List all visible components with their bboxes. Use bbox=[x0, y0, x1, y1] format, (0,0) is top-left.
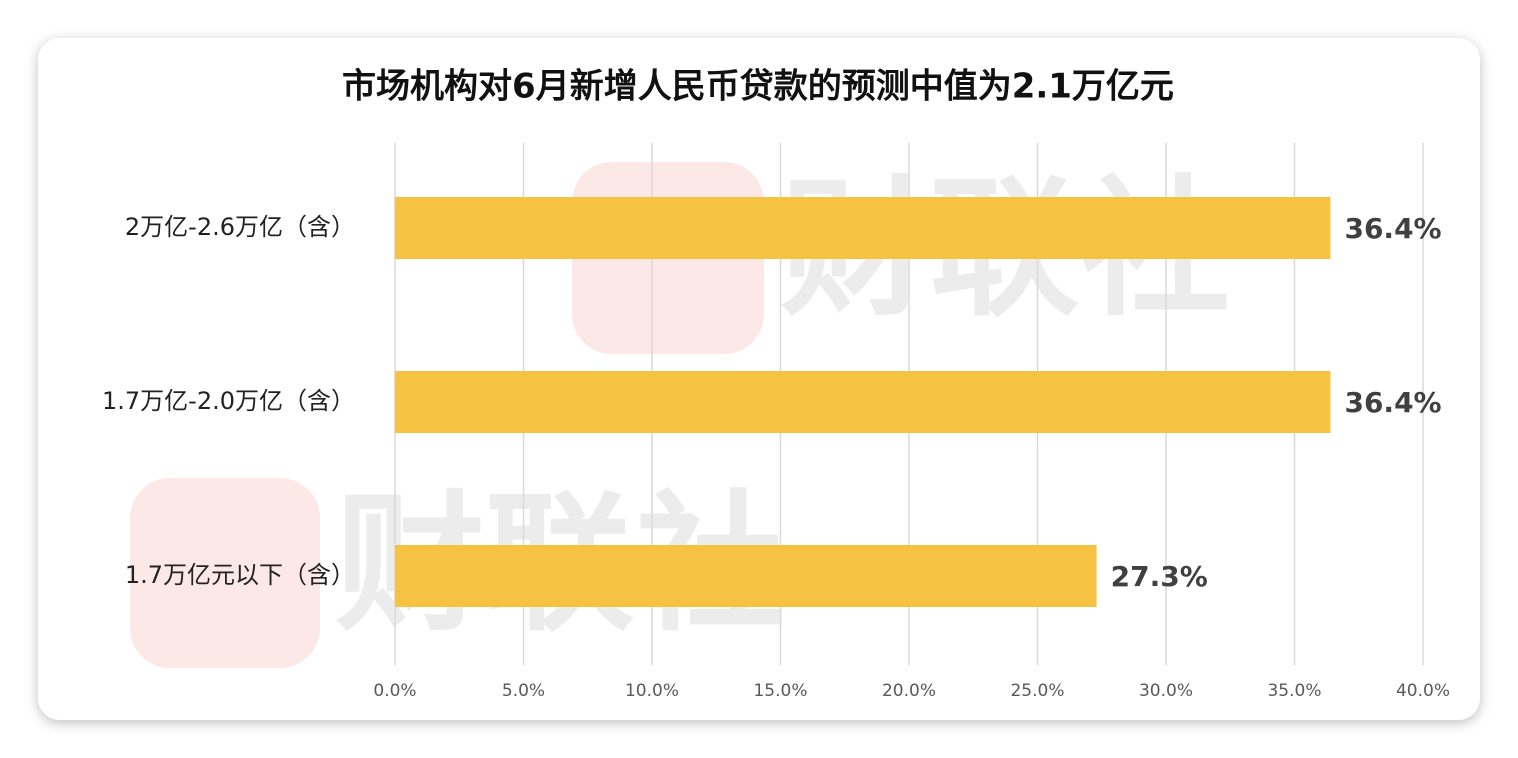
bar bbox=[395, 545, 1097, 607]
value-label: 36.4% bbox=[1344, 386, 1441, 419]
value-label: 27.3% bbox=[1111, 560, 1208, 593]
bar bbox=[395, 371, 1331, 433]
y-tick-label: 2万亿-2.6万亿（含） bbox=[125, 213, 355, 241]
x-tick-label: 40.0% bbox=[1396, 681, 1450, 701]
x-tick-label: 0.0% bbox=[373, 681, 416, 701]
x-tick-label: 35.0% bbox=[1267, 681, 1321, 701]
x-tick-label: 20.0% bbox=[882, 681, 936, 701]
x-tick-label: 30.0% bbox=[1139, 681, 1193, 701]
x-tick-label: 15.0% bbox=[753, 681, 807, 701]
x-tick-label: 10.0% bbox=[625, 681, 679, 701]
value-label: 36.4% bbox=[1344, 212, 1441, 245]
bar bbox=[395, 197, 1331, 259]
x-tick-label: 25.0% bbox=[1010, 681, 1064, 701]
chart-title: 市场机构对6月新增人民币贷款的预测中值为2.1万亿元 bbox=[342, 67, 1174, 107]
y-tick-label: 1.7万亿-2.0万亿（含） bbox=[102, 387, 355, 415]
y-tick-label: 1.7万亿元以下（含） bbox=[125, 561, 355, 589]
x-tick-label: 5.0% bbox=[502, 681, 545, 701]
